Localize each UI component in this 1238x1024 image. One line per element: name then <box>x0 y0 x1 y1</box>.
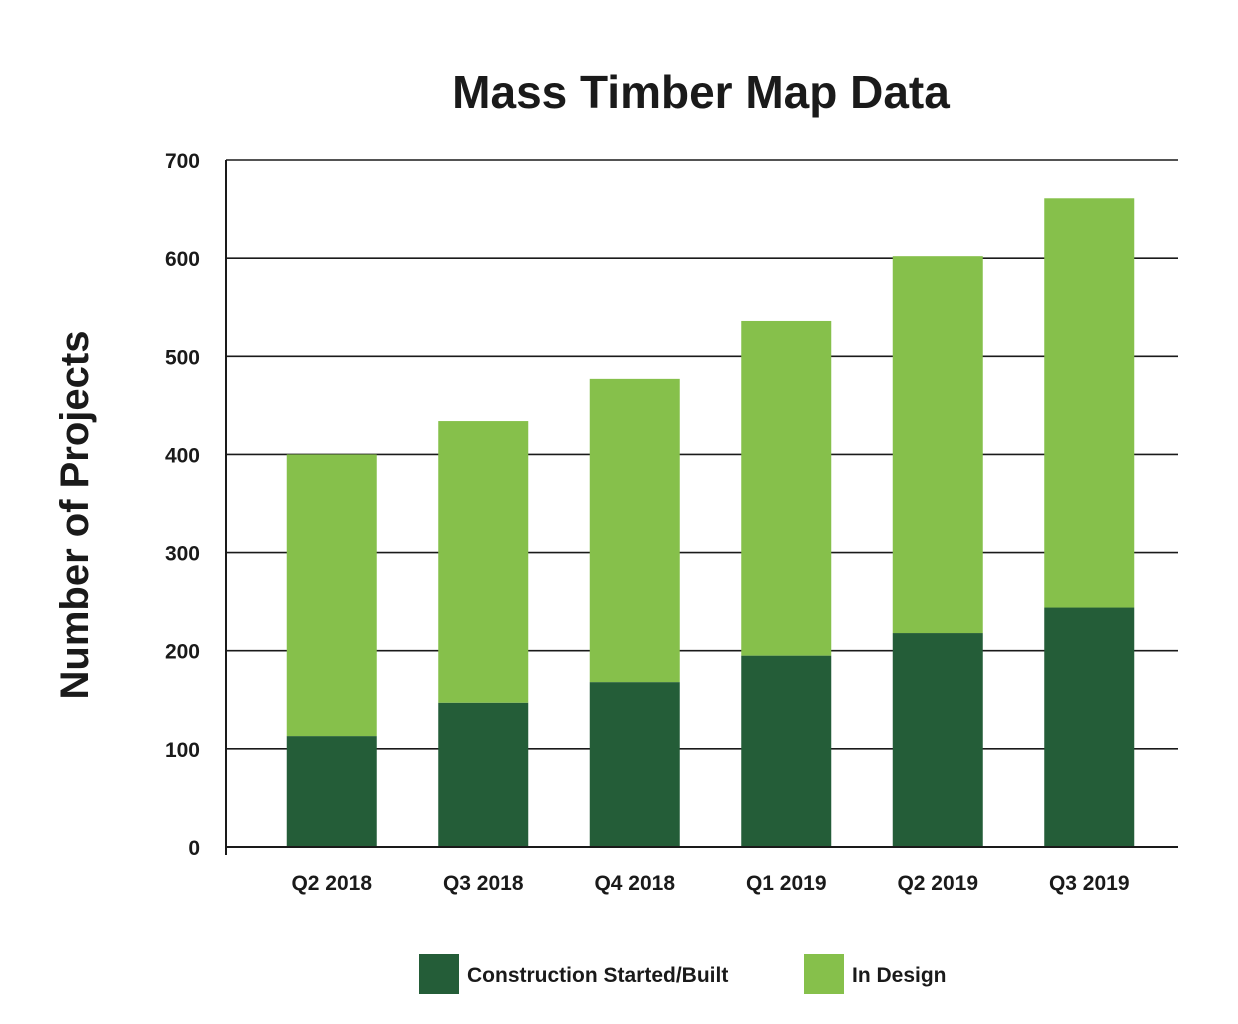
x-tick-label: Q3 2018 <box>443 872 524 895</box>
x-tick-label: Q3 2019 <box>1049 872 1130 895</box>
y-tick-label: 500 <box>165 346 200 369</box>
bar-segment-construction-5 <box>892 633 983 847</box>
y-tick-label: 400 <box>165 444 200 467</box>
bar-segment-construction-4 <box>741 655 832 847</box>
bar-segment-design-3 <box>589 378 680 683</box>
legend-swatch-construction <box>419 954 459 994</box>
bar-segment-design-5 <box>892 256 983 634</box>
y-axis-ticks: 0 100 200 300 400 500 600 700 <box>165 150 200 860</box>
x-tick-label: Q2 2019 <box>897 872 978 895</box>
x-tick-label: Q4 2018 <box>594 872 675 895</box>
bar-segment-construction-1 <box>286 736 377 847</box>
gridlines <box>226 159 1178 750</box>
bar-segment-design-6 <box>1044 198 1135 608</box>
y-tick-label: 600 <box>165 248 200 271</box>
bar-segment-construction-2 <box>438 702 529 847</box>
y-axis-label: Number of Projects <box>53 331 97 700</box>
bar-segment-design-2 <box>438 421 529 703</box>
bar-segment-construction-3 <box>589 682 680 847</box>
x-axis-ticks: Q2 2018 Q3 2018 Q4 2018 Q1 2019 Q2 2019 Q3 20… <box>291 872 1129 895</box>
bar-segment-design-1 <box>286 454 377 737</box>
y-tick-label: 700 <box>165 150 200 173</box>
legend-label-construction: Construction Started/Built <box>467 964 728 987</box>
chart-title: Mass Timber Map Data <box>452 66 950 118</box>
legend-swatch-design <box>804 954 844 994</box>
y-tick-label: 100 <box>165 739 200 762</box>
legend-label-design: In Design <box>852 964 947 987</box>
x-tick-label: Q2 2018 <box>291 872 372 895</box>
y-tick-label: 200 <box>165 641 200 664</box>
y-tick-label: 0 <box>188 837 200 860</box>
bar-segment-construction-6 <box>1044 607 1135 847</box>
axes <box>225 160 1178 855</box>
bar-segment-design-4 <box>741 320 832 656</box>
y-tick-label: 300 <box>165 543 200 566</box>
legend: Construction Started/Built In Design <box>419 954 947 994</box>
x-tick-label: Q1 2019 <box>746 872 827 895</box>
bars <box>286 198 1135 847</box>
